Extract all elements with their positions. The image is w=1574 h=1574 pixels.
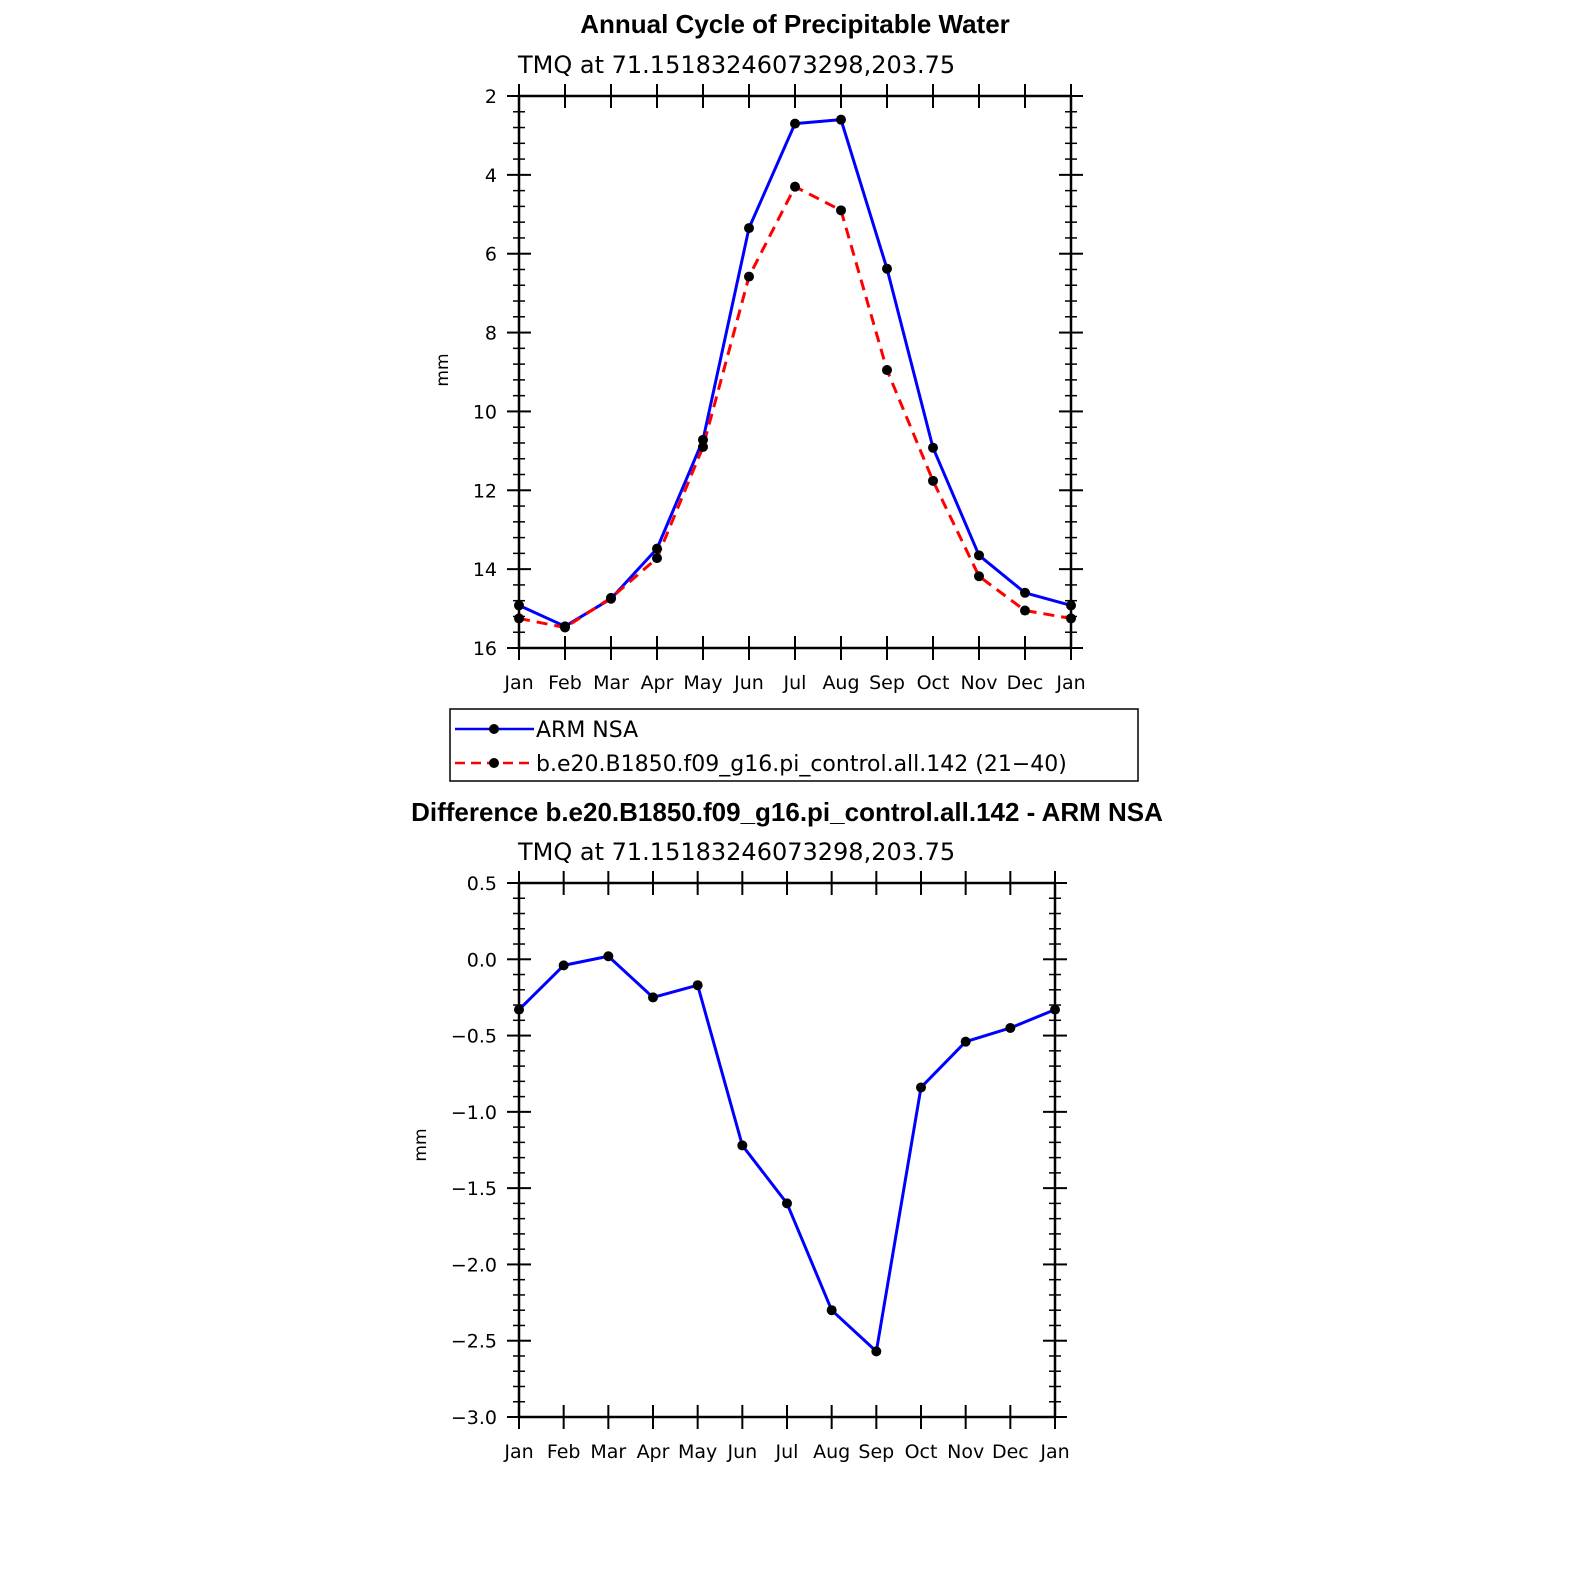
- bottom-chart-xtick-label: Nov: [947, 1441, 984, 1463]
- top-chart-series-0-point: [836, 114, 846, 125]
- bottom-chart-series-0-point: [871, 1346, 882, 1357]
- top-chart-ytick-label: 8: [485, 323, 497, 345]
- legend-marker-model: [489, 758, 499, 768]
- bottom-chart-series-0-point: [916, 1082, 926, 1093]
- top-chart-ytick-label: 10: [473, 401, 497, 423]
- bottom-chart-xtick-label: Aug: [813, 1441, 850, 1463]
- bottom-chart-series-0-point: [737, 1140, 748, 1151]
- bottom-chart-subtitle: TMQ at 71.15183246073298,203.75: [517, 838, 955, 866]
- top-chart-xtick-label: Apr: [641, 672, 674, 694]
- top-chart-xtick-label: Jan: [1055, 672, 1085, 694]
- top-chart-xtick-label: Aug: [822, 672, 859, 694]
- top-chart-series-0-point: [698, 434, 708, 445]
- top-chart-series-1-point: [698, 441, 708, 452]
- top-chart-ytick-label: 16: [473, 638, 497, 660]
- bottom-chart-title: Difference b.e20.B1850.f09_g16.pi_contro…: [411, 797, 1163, 827]
- bottom-chart-xtick-label: Feb: [547, 1441, 581, 1463]
- bottom-chart-ytick-label: −1.5: [451, 1178, 497, 1200]
- bottom-chart-ytick-label: −2.5: [451, 1331, 497, 1353]
- top-chart-series-1-point: [974, 571, 984, 582]
- bottom-chart-series-0-point: [692, 980, 703, 991]
- top-chart-xtick-label: Mar: [593, 672, 629, 694]
- bottom-chart-xtick-label: Jan: [503, 1441, 533, 1463]
- legend-label-arm-nsa: ARM NSA: [536, 718, 638, 743]
- top-chart-series-1-point: [606, 592, 616, 603]
- bottom-chart-ytick-label: −0.5: [451, 1026, 497, 1048]
- top-chart-title: Annual Cycle of Precipitable Water: [580, 9, 1010, 39]
- bottom-chart-xtick-label: Jul: [775, 1441, 799, 1463]
- bottom-chart-series-0-point: [826, 1305, 837, 1316]
- top-chart-ylabel: mm: [433, 353, 453, 386]
- bottom-chart-ytick-label: −3.0: [451, 1407, 497, 1429]
- bottom-chart-xtick-label: Apr: [637, 1441, 670, 1463]
- bottom-chart-ytick-label: 0.5: [467, 873, 497, 895]
- bottom-chart-series-0-point: [782, 1198, 792, 1209]
- top-chart-xtick-label: Jul: [783, 672, 807, 694]
- top-chart-xtick-label: Sep: [869, 672, 905, 694]
- top-chart-series-1-point: [928, 475, 938, 486]
- bottom-chart-xtick-label: Jan: [1039, 1441, 1069, 1463]
- top-chart-series-1-point: [882, 365, 892, 376]
- top-chart-series-0-point: [1066, 600, 1076, 611]
- bottom-chart-ytick-label: −2.0: [451, 1254, 497, 1276]
- legend-box: [449, 708, 1139, 782]
- top-chart-xtick-label: Jan: [503, 672, 533, 694]
- bottom-chart-xtick-label: Oct: [905, 1441, 938, 1463]
- legend-marker-arm-nsa: [489, 724, 499, 734]
- bottom-chart-frame: [517, 881, 1057, 1419]
- bottom-chart-plot: 0.5 0.0 −0.5 −1.0 −1.5 −2.0 −2.5 −3.0 Jan Feb Mar A…: [451, 871, 1070, 1463]
- top-chart-xtick-label: Dec: [1007, 672, 1044, 694]
- bottom-chart-ytick-label: 0.0: [467, 949, 497, 971]
- bottom-chart-series-0-point: [1005, 1022, 1016, 1033]
- bottom-chart-xtick-label: Sep: [858, 1441, 894, 1463]
- top-chart-ytick-label: 14: [473, 559, 497, 581]
- top-chart-series-0-point: [928, 442, 938, 453]
- top-chart-frame: [517, 94, 1073, 650]
- top-chart-xtick-label: Feb: [548, 672, 582, 694]
- bottom-chart-xtick-label: Jun: [726, 1441, 757, 1463]
- top-chart-series-1-point: [652, 553, 662, 564]
- bottom-chart-ytick-label: −1.0: [451, 1102, 497, 1124]
- top-chart-series-0-point: [514, 600, 524, 611]
- bottom-chart-series-0-point: [960, 1036, 971, 1047]
- bottom-chart-series-0-point: [1050, 1004, 1060, 1015]
- bottom-chart-series-line-0: [517, 954, 1056, 1353]
- top-chart-ytick-label: 12: [473, 480, 497, 502]
- legend-label-model: b.e20.B1850.f09_g16.pi_control.all.142 (…: [536, 752, 1067, 777]
- top-chart-xtick-label: Oct: [917, 672, 950, 694]
- top-chart-ytick-label: 4: [485, 165, 497, 187]
- top-chart-subtitle: TMQ at 71.15183246073298,203.75: [517, 51, 955, 79]
- top-chart-xtick-label: May: [683, 672, 722, 694]
- top-chart-series-1-point: [1066, 613, 1076, 624]
- top-chart-plot: 2 4 6 8 10 12 14 16 Jan Feb Mar Apr May Jun Jul Aug Sep O…: [473, 84, 1086, 694]
- top-chart-series-1-point: [560, 622, 570, 633]
- top-chart-series-line-0: [518, 118, 1072, 628]
- bottom-chart-series-0-point: [603, 951, 614, 962]
- top-chart-series-0-point: [744, 223, 754, 234]
- top-chart-series-1-point: [836, 205, 846, 216]
- top-chart-ytick-label: 2: [485, 86, 497, 108]
- top-chart-series-0-point: [1020, 587, 1030, 598]
- top-chart-legend: ARM NSA b.e20.B1850.f09_g16.pi_control.a…: [449, 708, 1139, 782]
- bottom-chart-xtick-label: Mar: [590, 1441, 626, 1463]
- bottom-chart-xtick-label: May: [678, 1441, 717, 1463]
- bottom-chart-ylabel: mm: [411, 1128, 431, 1161]
- top-chart-series-0-point: [790, 118, 800, 129]
- top-chart-ytick-label: 6: [485, 244, 497, 266]
- top-chart-xtick-label: Jun: [733, 672, 764, 694]
- bottom-chart-xtick-label: Dec: [992, 1441, 1029, 1463]
- bottom-chart-series-0-point: [514, 1004, 524, 1015]
- bottom-chart-series-0-point: [648, 992, 658, 1003]
- bottom-chart-series-0-point: [558, 960, 569, 971]
- top-chart-series-0-point: [974, 550, 984, 561]
- top-chart-series-0-point: [882, 263, 892, 274]
- top-chart-xtick-label: Nov: [960, 672, 997, 694]
- top-chart-series-1-point: [1020, 605, 1030, 616]
- top-chart-series-1-point: [744, 271, 754, 282]
- top-chart-series-0-point: [652, 543, 662, 554]
- top-chart-series-1-point: [514, 613, 524, 624]
- top-chart-series-1-point: [790, 181, 800, 192]
